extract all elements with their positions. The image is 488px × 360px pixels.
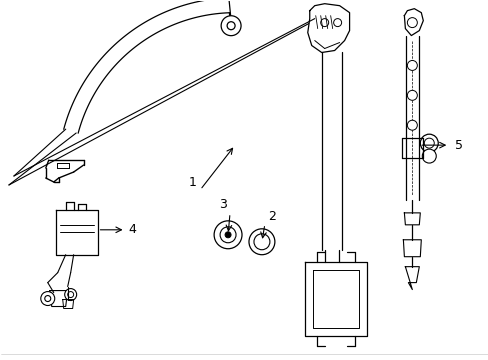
Circle shape [45, 296, 51, 302]
Polygon shape [404, 9, 423, 36]
Circle shape [221, 16, 241, 36]
Polygon shape [405, 267, 419, 289]
Polygon shape [304, 262, 366, 336]
Text: 3: 3 [219, 198, 226, 211]
Polygon shape [62, 300, 74, 309]
Polygon shape [404, 213, 420, 225]
Circle shape [420, 134, 437, 152]
Circle shape [226, 22, 235, 30]
Text: 2: 2 [267, 210, 275, 223]
Polygon shape [403, 240, 421, 257]
Text: 4: 4 [128, 223, 136, 236]
Polygon shape [56, 210, 98, 255]
Circle shape [64, 289, 77, 301]
Circle shape [224, 232, 230, 238]
Circle shape [407, 90, 416, 100]
Circle shape [422, 149, 435, 163]
Text: 5: 5 [454, 139, 462, 152]
Circle shape [407, 120, 416, 130]
Text: 1: 1 [188, 176, 196, 189]
Circle shape [248, 229, 274, 255]
Polygon shape [50, 291, 67, 306]
Polygon shape [307, 4, 349, 53]
Circle shape [407, 60, 416, 71]
Circle shape [214, 221, 242, 249]
Circle shape [41, 292, 55, 306]
